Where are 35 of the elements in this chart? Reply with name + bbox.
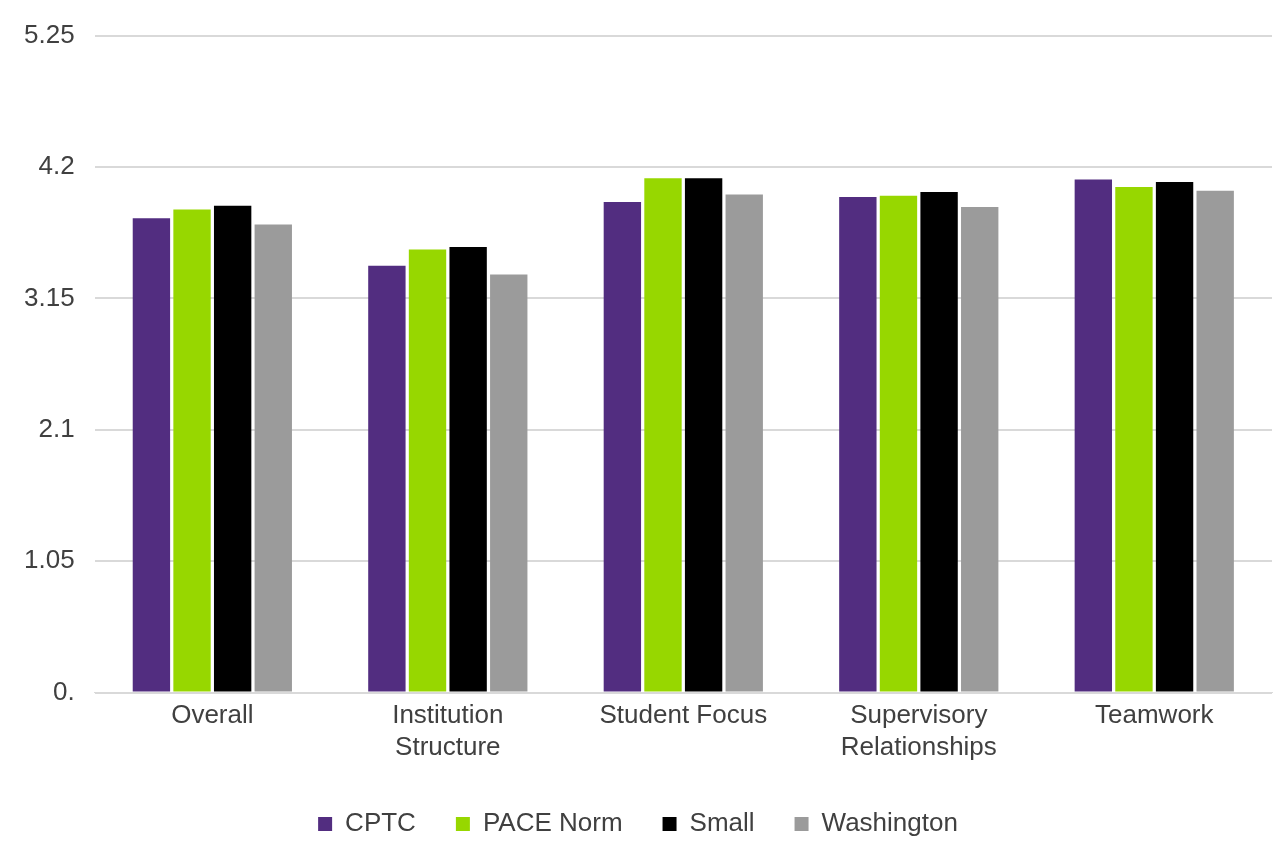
bar xyxy=(879,195,918,692)
bar xyxy=(368,265,406,692)
bar xyxy=(839,197,877,692)
legend-label: Washington xyxy=(821,807,958,838)
bar xyxy=(132,218,171,692)
bar xyxy=(408,249,447,692)
x-tick-label: Student Focus xyxy=(599,699,768,730)
legend-label: Small xyxy=(689,807,755,838)
bar xyxy=(1196,190,1234,692)
bar xyxy=(1155,182,1194,692)
bar xyxy=(254,224,292,692)
x-tick-label: Supervisory Relationships xyxy=(840,699,997,761)
y-tick-label: 1.05 xyxy=(23,544,75,575)
bar xyxy=(603,202,642,692)
bar xyxy=(725,194,763,692)
bar xyxy=(644,178,682,692)
x-tick-label: Teamwork xyxy=(1095,699,1215,730)
bar xyxy=(684,178,723,692)
x-tick-label: Overall xyxy=(171,699,254,730)
y-tick-label: 5.25 xyxy=(23,18,75,49)
bar xyxy=(449,247,487,692)
bar xyxy=(490,274,528,692)
bar xyxy=(920,192,958,692)
y-tick-label: 2.1 xyxy=(38,412,75,443)
bar xyxy=(1115,187,1153,692)
bar xyxy=(1074,179,1113,692)
bar xyxy=(961,207,999,692)
y-tick-label: 4.2 xyxy=(38,150,75,181)
bar xyxy=(213,205,252,692)
bar xyxy=(173,209,211,692)
y-tick-label: 3.15 xyxy=(23,281,75,312)
y-tick-label: 0. xyxy=(52,675,75,706)
legend-label: CPTC xyxy=(345,807,416,838)
legend-label: PACE Norm xyxy=(482,807,623,838)
x-tick-label: Institution Structure xyxy=(392,699,504,761)
